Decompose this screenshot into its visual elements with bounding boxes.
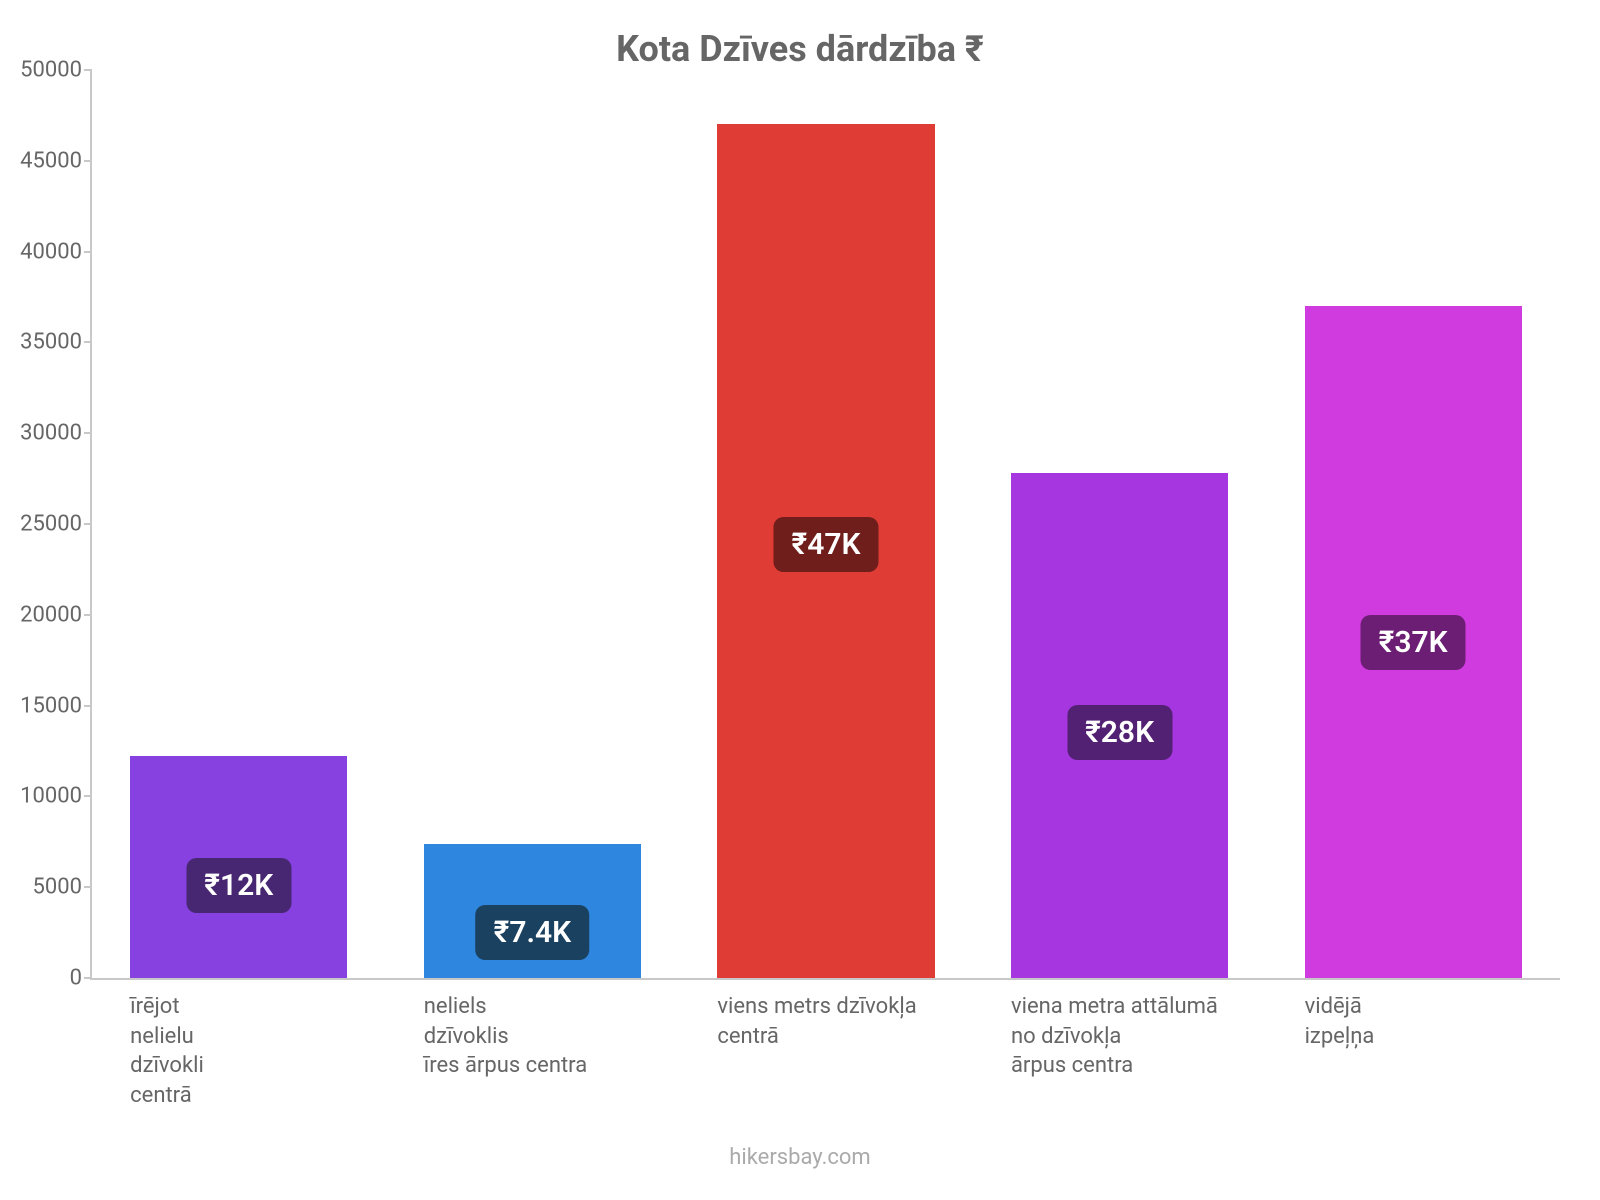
y-tick-mark [84,977,92,979]
x-category-label: īrējotnelieludzīvoklicentrā [130,992,347,1111]
value-badge: ₹28K [1067,705,1172,760]
bar: ₹47K [717,124,934,978]
y-tick-mark [84,886,92,888]
chart-title: Kota Dzīves dārdzība ₹ [0,28,1600,70]
y-tick-label: 20000 [20,602,82,627]
chart-stage: Kota Dzīves dārdzība ₹ 05000100001500020… [0,0,1600,1200]
value-badge: ₹47K [773,517,878,572]
y-tick-label: 15000 [20,693,82,718]
value-badge: ₹37K [1361,615,1466,670]
y-tick-label: 40000 [20,239,82,264]
y-tick-mark [84,432,92,434]
attribution: hikersbay.com [0,1145,1600,1170]
y-tick-label: 50000 [20,58,82,83]
value-badge: ₹7.4K [476,905,590,960]
y-tick-mark [84,705,92,707]
y-tick-label: 35000 [20,330,82,355]
x-category-label: vidējāizpeļņa [1305,992,1522,1051]
y-tick-label: 0 [70,966,82,991]
y-tick-mark [84,341,92,343]
x-category-label: viena metra attālumāno dzīvokļaārpus cen… [1011,992,1228,1081]
y-tick-label: 10000 [20,784,82,809]
y-tick-label: 45000 [20,148,82,173]
y-tick-mark [84,69,92,71]
bar: ₹37K [1305,306,1522,978]
y-tick-mark [84,523,92,525]
plot-area: 0500010000150002000025000300003500040000… [90,70,1560,980]
bar: ₹12K [130,756,347,978]
y-tick-label: 5000 [33,875,82,900]
y-tick-label: 30000 [20,421,82,446]
y-tick-mark [84,251,92,253]
x-category-label: viens metrs dzīvokļacentrā [717,992,934,1051]
y-tick-mark [84,160,92,162]
bar: ₹7.4K [424,844,641,978]
x-category-label: nelielsdzīvoklisīres ārpus centra [424,992,641,1081]
y-tick-mark [84,795,92,797]
y-tick-mark [84,614,92,616]
y-tick-label: 25000 [20,512,82,537]
bar: ₹28K [1011,473,1228,978]
value-badge: ₹12K [186,858,291,913]
